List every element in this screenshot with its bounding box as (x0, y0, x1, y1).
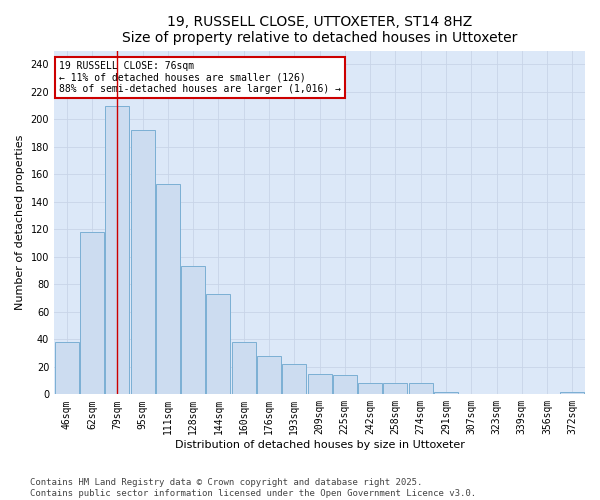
Title: 19, RUSSELL CLOSE, UTTOXETER, ST14 8HZ
Size of property relative to detached hou: 19, RUSSELL CLOSE, UTTOXETER, ST14 8HZ S… (122, 15, 517, 45)
Bar (409, 384, 433, 394)
Bar (105, 106, 129, 395)
Y-axis label: Number of detached properties: Number of detached properties (15, 134, 25, 310)
Bar (257, 356, 281, 395)
X-axis label: Distribution of detached houses by size in Uttoxeter: Distribution of detached houses by size … (175, 440, 464, 450)
Bar (560, 392, 584, 394)
Bar (282, 364, 306, 394)
Bar (232, 342, 256, 394)
Bar (181, 266, 205, 394)
Bar (206, 294, 230, 394)
Bar (156, 184, 180, 394)
Text: 19 RUSSELL CLOSE: 76sqm
← 11% of detached houses are smaller (126)
88% of semi-d: 19 RUSSELL CLOSE: 76sqm ← 11% of detache… (59, 61, 341, 94)
Bar (131, 130, 155, 394)
Bar (308, 374, 332, 394)
Bar (358, 384, 382, 394)
Bar (55, 342, 79, 394)
Bar (80, 232, 104, 394)
Bar (434, 392, 458, 394)
Text: Contains HM Land Registry data © Crown copyright and database right 2025.
Contai: Contains HM Land Registry data © Crown c… (30, 478, 476, 498)
Bar (333, 375, 357, 394)
Bar (383, 384, 407, 394)
